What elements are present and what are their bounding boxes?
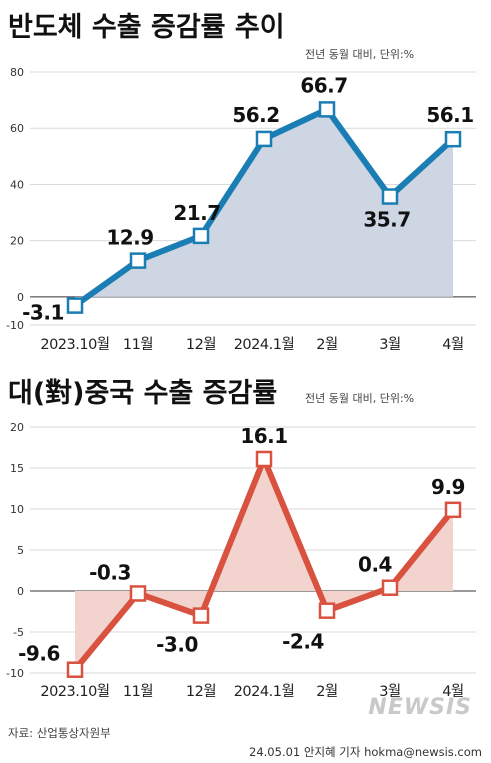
chart2-title: 대(對)중국 수출 증감률 bbox=[8, 378, 277, 409]
x-tick-label: 4월 bbox=[442, 683, 464, 700]
y-tick-label: 0 bbox=[17, 291, 24, 304]
chart2-unit-note: 전년 동월 대비, 단위:% bbox=[305, 392, 414, 405]
data-label: 12.9 bbox=[106, 226, 153, 250]
x-tick-label: 2023.10월 bbox=[40, 336, 109, 353]
data-point-marker bbox=[444, 501, 462, 519]
data-point-marker bbox=[318, 602, 336, 619]
data-point-marker bbox=[255, 450, 273, 468]
chart1-plot: 80 60 40 20 0 -10-3.1 12.9 21.7 56.2 66.7 35.7 56.1… bbox=[6, 66, 476, 353]
newsis-logo: NEWSIS bbox=[368, 695, 472, 720]
y-tick-label: 60 bbox=[10, 122, 24, 135]
x-tick-label: 2023.10월 bbox=[40, 683, 109, 700]
data-point-marker bbox=[318, 101, 336, 118]
data-label: -3.1 bbox=[22, 301, 64, 325]
y-tick-label: -10 bbox=[6, 667, 24, 680]
chart2-plot: 20 15 10 5 0 -5 -10-9.6 -0.3 -3.0 16.1 -2.4 0.4 9.9 2… bbox=[6, 421, 476, 700]
y-tick-label: 40 bbox=[10, 178, 24, 191]
x-tick-label: 2월 bbox=[316, 683, 338, 700]
chart1-unit-note: 전년 동월 대비, 단위:% bbox=[305, 48, 414, 61]
data-label: -0.3 bbox=[89, 560, 131, 584]
data-point-marker bbox=[129, 252, 147, 269]
x-tick-label: 3월 bbox=[379, 683, 401, 700]
data-point-marker bbox=[129, 585, 147, 602]
data-label: 56.1 bbox=[426, 103, 473, 127]
data-point-marker bbox=[192, 227, 210, 245]
x-tick-label: 2월 bbox=[316, 336, 338, 353]
data-label: 35.7 bbox=[363, 208, 410, 232]
y-tick-label: 5 bbox=[17, 544, 24, 557]
credit-line: 24.05.01 안지혜 기자 hokma@newsis.com bbox=[249, 745, 482, 759]
data-point-marker bbox=[66, 297, 84, 314]
data-label: -9.6 bbox=[18, 642, 60, 666]
data-label: 16.1 bbox=[240, 424, 287, 448]
data-point-marker bbox=[255, 130, 273, 148]
data-point-marker bbox=[192, 607, 210, 624]
series-area bbox=[75, 109, 453, 306]
x-tick-label: 12월 bbox=[186, 336, 216, 353]
y-tick-label: 20 bbox=[10, 421, 24, 434]
y-tick-label: 15 bbox=[10, 462, 24, 475]
y-tick-label: 0 bbox=[17, 585, 24, 598]
series-area bbox=[75, 458, 453, 670]
x-tick-label: 11월 bbox=[123, 336, 153, 353]
x-tick-label: 3월 bbox=[379, 336, 401, 353]
chart1-title: 반도체 수출 증감률 추이 bbox=[8, 12, 285, 43]
data-label: -2.4 bbox=[282, 630, 324, 654]
y-tick-label: 20 bbox=[10, 235, 24, 248]
y-tick-label: -10 bbox=[6, 319, 24, 332]
x-tick-label: 12월 bbox=[186, 683, 216, 700]
data-label: -3.0 bbox=[156, 633, 198, 657]
data-label: 0.4 bbox=[358, 553, 392, 577]
x-tick-label: 4월 bbox=[442, 336, 464, 353]
data-point-marker bbox=[381, 188, 399, 205]
data-label: 21.7 bbox=[173, 201, 220, 225]
y-tick-label: -5 bbox=[13, 626, 24, 639]
data-label: 9.9 bbox=[431, 475, 465, 499]
data-label: 66.7 bbox=[300, 73, 347, 97]
y-tick-label: 80 bbox=[10, 66, 24, 79]
y-tick-label: 10 bbox=[10, 503, 24, 516]
source-note: 자료: 산업통상자원부 bbox=[8, 726, 111, 740]
x-tick-label: 2024.1월 bbox=[234, 336, 295, 353]
x-tick-label: 2024.1월 bbox=[234, 683, 295, 700]
data-label: 56.2 bbox=[232, 103, 279, 127]
x-tick-label: 11월 bbox=[123, 683, 153, 700]
data-point-marker bbox=[66, 661, 84, 678]
data-point-marker bbox=[444, 130, 462, 148]
data-point-marker bbox=[381, 579, 399, 596]
